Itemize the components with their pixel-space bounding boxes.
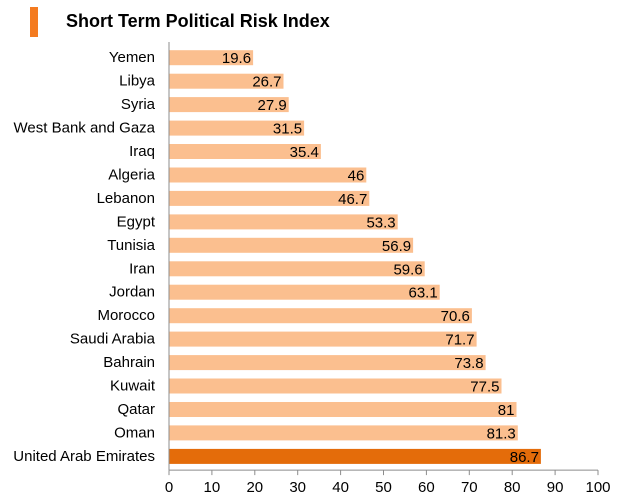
- bar: [169, 284, 440, 300]
- bar: [169, 97, 289, 113]
- chart-title: Short Term Political Risk Index: [66, 11, 330, 31]
- bar: [169, 73, 284, 89]
- bar: [169, 50, 254, 66]
- data-label: 46: [348, 167, 365, 184]
- bar: [169, 355, 486, 371]
- bar: [169, 167, 367, 183]
- bar: [169, 144, 321, 159]
- data-label: 31.5: [273, 121, 302, 138]
- x-tick-label: 30: [289, 479, 306, 496]
- category-label: Tunisia: [107, 237, 155, 254]
- category-label: Qatar: [117, 401, 155, 418]
- bar: [169, 190, 370, 206]
- category-label: West Bank and Gaza: [14, 120, 156, 137]
- data-label: 56.9: [382, 238, 411, 255]
- data-label: 73.8: [454, 355, 483, 372]
- data-label: 19.6: [222, 50, 251, 67]
- category-label: United Arab Emirates: [13, 448, 155, 465]
- bar: [169, 237, 414, 253]
- x-tick-label: 20: [246, 479, 263, 496]
- category-label: Iraq: [129, 143, 155, 160]
- bar: [169, 425, 518, 441]
- bar: [169, 261, 425, 277]
- bar: [169, 214, 398, 230]
- category-label: Yemen: [109, 49, 155, 66]
- data-label: 53.3: [366, 214, 395, 231]
- data-label: 81.3: [487, 425, 516, 442]
- category-label: Morocco: [97, 307, 155, 324]
- x-tick-label: 100: [585, 479, 610, 496]
- category-label: Bahrain: [103, 354, 155, 371]
- x-tick-label: 60: [418, 479, 435, 496]
- bar: [169, 120, 305, 136]
- x-tick-label: 0: [165, 479, 173, 496]
- category-label: Egypt: [117, 213, 156, 230]
- x-tick-label: 80: [504, 479, 521, 496]
- data-label: 46.7: [338, 191, 367, 208]
- bar: [169, 308, 472, 324]
- x-tick-label: 90: [547, 479, 564, 496]
- data-label: 86.7: [510, 449, 539, 466]
- category-label: Libya: [119, 73, 156, 90]
- x-tick-label: 70: [461, 479, 478, 496]
- category-label: Oman: [114, 424, 155, 441]
- x-tick-label: 10: [204, 479, 221, 496]
- category-label: Iran: [129, 260, 155, 277]
- bar: [169, 448, 541, 464]
- title-marker: [30, 7, 38, 37]
- category-label: Algeria: [108, 166, 155, 183]
- data-label: 71.7: [445, 332, 474, 349]
- x-tick-label: 50: [375, 479, 392, 496]
- data-label: 63.1: [408, 285, 437, 302]
- data-label: 70.6: [441, 308, 470, 325]
- category-label: Kuwait: [110, 378, 156, 395]
- data-label: 81: [498, 402, 515, 419]
- data-label: 59.6: [393, 261, 422, 278]
- data-label: 35.4: [290, 144, 319, 161]
- x-tick-label: 40: [332, 479, 349, 496]
- category-label: Jordan: [109, 284, 155, 301]
- bar: [169, 331, 477, 347]
- data-label: 77.5: [470, 379, 499, 396]
- category-label: Lebanon: [97, 190, 155, 207]
- data-label: 27.9: [257, 97, 286, 114]
- category-label: Syria: [121, 96, 156, 113]
- bar: [169, 402, 517, 417]
- data-label: 26.7: [252, 74, 281, 91]
- bar: [169, 378, 502, 394]
- category-label: Saudi Arabia: [70, 331, 156, 348]
